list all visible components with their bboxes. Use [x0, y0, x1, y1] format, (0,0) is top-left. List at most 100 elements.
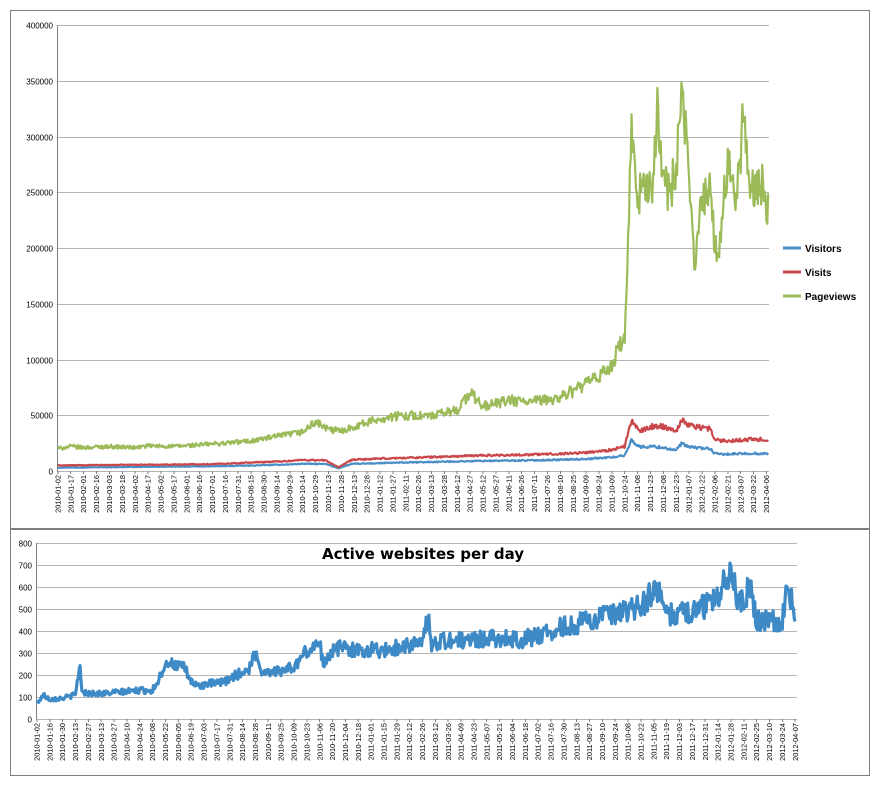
- x-tick-label: 2010-09-29: [285, 475, 294, 513]
- x-tick-label: 2012-03-07: [736, 475, 745, 513]
- y-tick-label: 100000: [26, 357, 53, 366]
- x-tick-label: 2010-07-01: [208, 475, 217, 513]
- x-tick-label: 2010-03-13: [97, 723, 106, 761]
- active-websites-chart: Active websites per day 0 100 200 300 400 500…: [19, 540, 800, 761]
- x-tick-label: 2010-12-04: [341, 723, 350, 761]
- x-tick-label: 2011-07-16: [547, 723, 556, 760]
- top-chart-frame: [10, 10, 870, 529]
- x-tick-label: 2010-11-28: [337, 475, 346, 512]
- x-tick-label: 2011-10-08: [624, 723, 633, 760]
- x-tick-label: 2010-02-16: [92, 475, 101, 513]
- x-tick-label: 2010-09-25: [277, 723, 286, 761]
- x-tick-label: 2010-07-17: [212, 723, 221, 761]
- x-tick-label: 2011-06-04: [508, 723, 517, 760]
- x-tick-label: 2010-08-30: [260, 475, 269, 513]
- x-tick-label: 2011-01-29: [392, 723, 401, 760]
- x-tick-label: 2010-10-23: [302, 723, 311, 761]
- x-tick-label: 2010-10-29: [311, 475, 320, 513]
- x-tick-label: 2010-08-14: [238, 723, 247, 761]
- x-tick-label: 2011-11-23: [646, 475, 655, 512]
- x-tick-label: 2010-11-20: [328, 723, 337, 760]
- x-tick-label: 2010-02-13: [71, 723, 80, 761]
- x-tick-label: 2010-12-18: [354, 723, 363, 761]
- x-tick-label: 2010-01-17: [66, 475, 75, 513]
- x-tick-label: 2010-07-31: [225, 723, 234, 761]
- x-tick-label: 2010-05-17: [169, 475, 178, 513]
- x-tick-label: 2011-11-08: [633, 475, 642, 512]
- x-tick-label: 2010-01-02: [53, 475, 62, 513]
- x-tick-label: 2011-06-18: [521, 723, 530, 760]
- x-tick-label: 2011-02-26: [418, 723, 427, 760]
- x-tick-label: 2012-04-07: [791, 723, 800, 761]
- series-line-pageviews: [56, 81, 770, 451]
- x-tick-label: 2010-11-13: [324, 475, 333, 512]
- x-tick-label: 2011-12-23: [672, 475, 681, 512]
- series-line-active-websites: [35, 561, 797, 704]
- x-tick-label: 2011-04-12: [453, 475, 462, 512]
- x-tick-label: 2011-02-11: [401, 475, 410, 512]
- x-tick-label: 2010-04-02: [131, 475, 140, 513]
- x-tick-label: 2011-04-27: [466, 475, 475, 512]
- x-tick-label: 2012-01-07: [685, 475, 694, 513]
- x-tick-label: 2012-01-28: [727, 723, 736, 761]
- pageviews-visits-visitors-chart: 0 50000 100000 150000 200000 250000 300000 3500…: [26, 22, 856, 513]
- x-tick-label: 2011-01-12: [376, 475, 385, 512]
- legend-label-pageviews: Pageviews: [805, 292, 857, 303]
- x-tick-label: 2010-03-27: [110, 723, 119, 761]
- x-tick-label: 2011-12-31: [701, 723, 710, 760]
- y-tick-label: 50000: [31, 412, 54, 421]
- y-tick-label: 700: [19, 562, 33, 571]
- x-tick-label: 2011-08-10: [556, 475, 565, 512]
- x-tick-label: 2011-11-05: [649, 723, 658, 760]
- x-tick-label: 2011-09-24: [611, 723, 620, 760]
- x-tick-label: 2010-12-28: [363, 475, 372, 513]
- x-tick-label: 2010-02-27: [84, 723, 93, 761]
- x-tick-label: 2010-03-18: [118, 475, 127, 513]
- x-tick-label: 2012-03-10: [765, 723, 774, 761]
- x-tick-label: 2011-05-07: [482, 723, 491, 760]
- x-tick-label: 2011-01-01: [367, 723, 376, 760]
- series-line-visitors: [57, 437, 770, 470]
- x-tick-label: 2012-01-14: [714, 723, 723, 761]
- x-tick-label: 2011-07-30: [559, 723, 568, 760]
- x-tick-label: 2010-04-24: [135, 723, 144, 761]
- x-tick-label: 2010-12-13: [350, 475, 359, 513]
- y-tick-label: 150000: [26, 301, 53, 310]
- x-tick-label: 2011-07-26: [543, 475, 552, 512]
- x-tick-label: 2010-07-03: [200, 723, 209, 761]
- x-tick-label: 2011-01-27: [388, 475, 397, 512]
- x-tick-label: 2011-12-17: [688, 723, 697, 760]
- x-tick-label: 2010-06-01: [182, 475, 191, 513]
- x-tick-label: 2012-03-24: [778, 723, 787, 761]
- y-tick-label: 100: [19, 694, 33, 703]
- x-tick-label: 2011-03-13: [427, 475, 436, 512]
- legend-label-visitors: Visitors: [805, 244, 842, 255]
- x-tick-label: 2011-12-08: [659, 475, 668, 512]
- x-tick-label: 2010-07-16: [221, 475, 230, 513]
- x-tick-label: 2011-01-15: [380, 723, 389, 760]
- x-tick-label: 2010-07-31: [234, 475, 243, 513]
- bottom-chart-frame: [10, 529, 870, 776]
- y-tick-label: 400: [19, 628, 33, 637]
- x-tick-label: 2012-04-06: [762, 475, 771, 513]
- x-tick-label: 2010-05-02: [157, 475, 166, 513]
- y-tick-label: 250000: [26, 189, 53, 198]
- x-tick-label: 2010-06-05: [174, 723, 183, 761]
- x-tick-label: 2011-03-12: [431, 723, 440, 760]
- series-line-visits: [57, 417, 769, 469]
- x-tick-label: 2012-03-22: [749, 475, 758, 513]
- x-tick-label: 2011-10-09: [607, 475, 616, 512]
- x-tick-label: 2011-04-23: [469, 723, 478, 760]
- x-tick-label: 2010-09-11: [264, 723, 273, 760]
- y-tick-label: 300: [19, 650, 33, 659]
- x-tick-label: 2010-01-16: [45, 723, 54, 761]
- x-tick-label: 2011-10-22: [637, 723, 646, 760]
- x-tick-label: 2011-09-10: [598, 723, 607, 760]
- x-tick-label: 2010-10-14: [298, 475, 307, 513]
- x-tick-label: 2010-06-19: [187, 723, 196, 761]
- x-tick-label: 2011-05-21: [495, 723, 504, 760]
- y-tick-label: 0: [49, 468, 54, 477]
- y-tick-label: 350000: [26, 78, 53, 87]
